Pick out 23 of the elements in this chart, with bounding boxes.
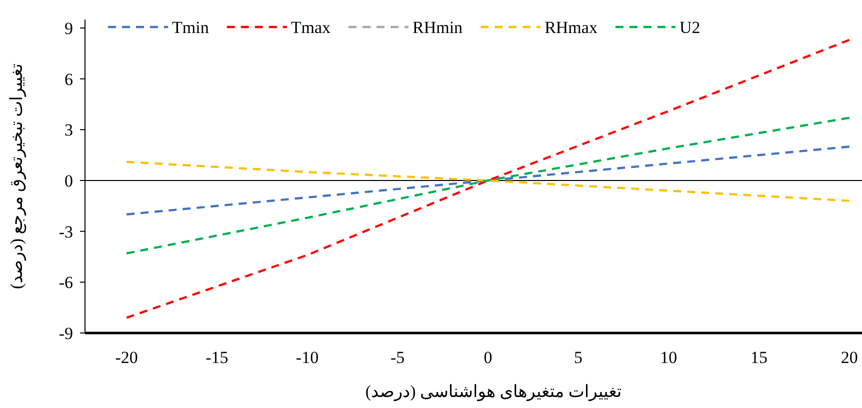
x-axis-title: تغییرات متغیرهای هواشناسی (درصد): [365, 382, 622, 402]
x-tick-label: 20: [840, 348, 858, 367]
y-tick-label: 3: [64, 120, 73, 140]
x-tick-label: 10: [660, 348, 678, 367]
legend-label: RHmin: [412, 18, 464, 37]
y-tick-label: 0: [64, 172, 73, 190]
legend-label: U2: [679, 18, 700, 37]
x-tick-label: -10: [296, 348, 319, 367]
x-tick-label: 15: [750, 348, 768, 367]
x-tick-label: 0: [484, 348, 492, 367]
x-tick-label: 5: [574, 348, 583, 367]
y-tick-label: -9: [58, 324, 73, 343]
x-tick-label: -5: [390, 348, 405, 367]
legend-label: RHmax: [544, 18, 598, 37]
legend-label: Tmax: [290, 18, 331, 37]
x-tick-label: -20: [115, 348, 138, 367]
y-tick-label: -6: [58, 273, 73, 292]
y-axis-title: تغییرات تبخیرتعرق مرجع (درصد): [7, 63, 27, 289]
x-tick-label: -15: [206, 348, 228, 367]
y-tick-label: 9: [64, 19, 73, 38]
y-tick-label: 6: [64, 70, 73, 89]
y-tick-label: -3: [58, 222, 73, 242]
legend-label: Tmin: [172, 18, 210, 37]
